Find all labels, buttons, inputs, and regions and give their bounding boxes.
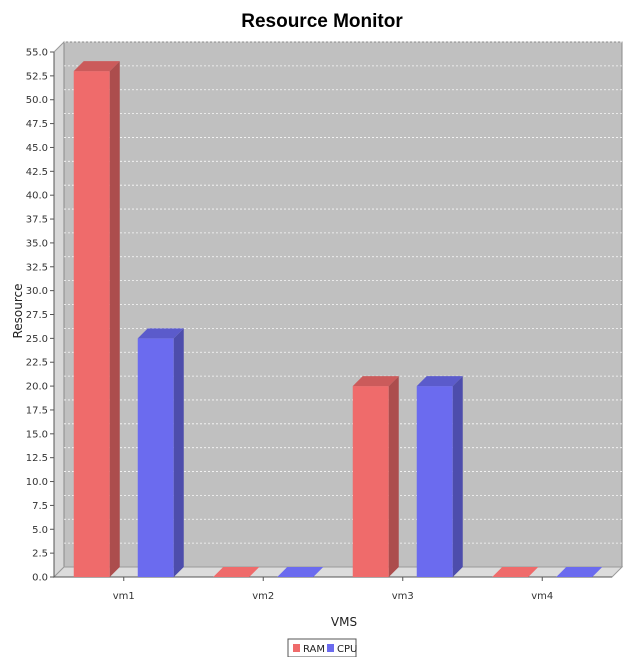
y-tick-label: 35.0	[26, 238, 48, 249]
y-tick-label: 10.0	[26, 477, 48, 488]
y-tick-label: 37.5	[26, 215, 48, 226]
bar-zero-cap	[556, 567, 603, 577]
bar-side	[173, 328, 184, 577]
x-axis-label: VMS	[331, 615, 357, 629]
x-tick-label: vm2	[252, 591, 274, 602]
y-tick-label: 15.0	[26, 429, 48, 440]
legend-label: RAM	[303, 644, 325, 655]
legend-box	[287, 638, 357, 657]
y-tick-label: 30.0	[26, 286, 48, 297]
bar-side	[452, 376, 463, 577]
y-tick-label: 2.5	[32, 549, 48, 560]
legend-swatch	[293, 644, 300, 652]
y-tick-label: 17.5	[26, 405, 48, 416]
bar-cpu-vm3	[416, 376, 463, 577]
bar-ram-vm4	[492, 567, 539, 577]
x-axis-ticks: vm1 vm2 vm3 vm4	[113, 577, 553, 602]
y-tick-label: 25.0	[26, 334, 48, 345]
x-tick-label: vm3	[392, 591, 414, 602]
y-tick-label: 27.5	[26, 310, 48, 321]
y-axis-ticks: 0.0 2.5 5.0 7.5 10.0 12.5 15.0 17.5 20.0 22.5 25.0…	[26, 48, 54, 584]
y-tick-label: 42.5	[26, 167, 48, 178]
legend-label: CPU	[337, 644, 357, 655]
legend: RAM CPU	[287, 638, 357, 657]
bar-front	[73, 71, 110, 577]
bar-zero-cap	[277, 567, 324, 577]
y-tick-label: 50.0	[26, 95, 48, 106]
y-tick-label: 45.0	[26, 143, 48, 154]
y-tick-label: 55.0	[26, 48, 48, 59]
bar-cpu-vm4	[556, 567, 603, 577]
bar-side	[388, 376, 399, 577]
bar-zero-cap	[213, 567, 260, 577]
bar-front	[137, 338, 174, 577]
legend-swatch	[327, 644, 334, 652]
y-tick-label: 20.0	[26, 382, 48, 393]
bar-top	[416, 376, 463, 387]
bar-cpu-vm2	[277, 567, 324, 577]
bar-side	[109, 61, 120, 578]
y-tick-label: 0.0	[32, 573, 48, 584]
y-tick-label: 52.5	[26, 71, 48, 82]
bar-ram-vm2	[213, 567, 260, 577]
x-tick-label: vm4	[531, 591, 553, 602]
bar-top	[73, 61, 120, 72]
y-tick-label: 5.0	[32, 525, 48, 536]
plot-side-wall	[53, 40, 65, 579]
chart-title: Resource Monitor	[241, 11, 403, 32]
bar-ram-vm3	[352, 376, 399, 577]
bar-top	[137, 328, 184, 339]
y-tick-label: 40.0	[26, 191, 48, 202]
bar-ram-vm1	[73, 61, 120, 578]
y-tick-label: 22.5	[26, 358, 48, 369]
bar-zero-cap	[492, 567, 539, 577]
bar-cpu-vm1	[137, 328, 184, 577]
y-tick-label: 47.5	[26, 119, 48, 130]
y-axis-label: Resource	[11, 283, 25, 338]
bar-top	[352, 376, 399, 387]
bars	[73, 61, 603, 578]
y-tick-label: 12.5	[26, 453, 48, 464]
x-tick-label: vm1	[113, 591, 135, 602]
y-tick-label: 7.5	[32, 501, 48, 512]
bar-front	[352, 386, 389, 577]
bar-front	[416, 386, 453, 577]
y-tick-label: 32.5	[26, 262, 48, 273]
